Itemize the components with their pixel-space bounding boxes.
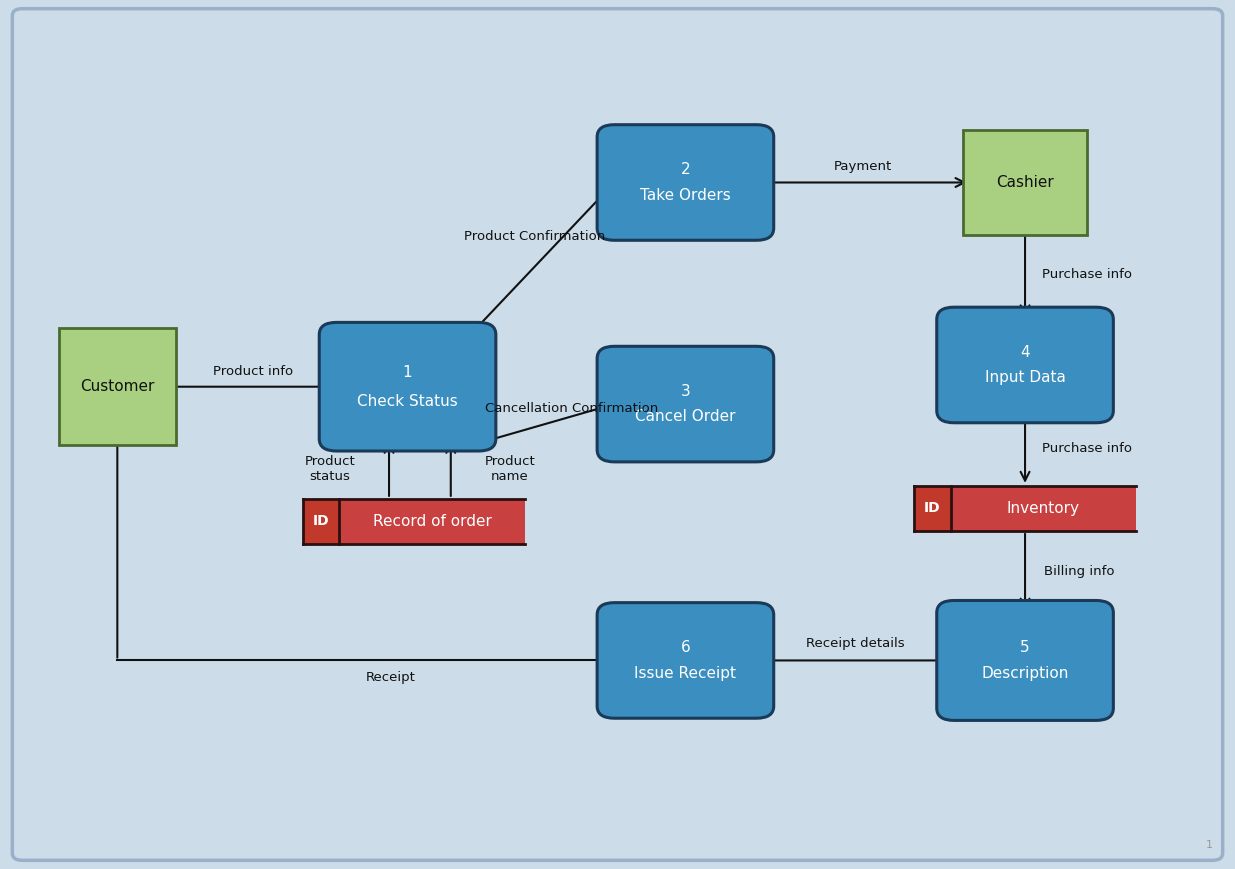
- Text: Cashier: Cashier: [997, 175, 1053, 190]
- Text: Inventory: Inventory: [1007, 501, 1079, 516]
- Text: Receipt: Receipt: [366, 672, 415, 684]
- Text: 5: 5: [1020, 640, 1030, 654]
- FancyBboxPatch shape: [598, 124, 773, 240]
- Text: Input Data: Input Data: [984, 370, 1066, 385]
- Text: Purchase info: Purchase info: [1042, 269, 1131, 282]
- FancyBboxPatch shape: [598, 603, 773, 718]
- Text: Cancel Order: Cancel Order: [635, 409, 736, 424]
- Text: 4: 4: [1020, 345, 1030, 360]
- Text: Product Confirmation: Product Confirmation: [463, 230, 605, 243]
- Text: Cancellation Confirmation: Cancellation Confirmation: [484, 402, 658, 415]
- Text: 1: 1: [403, 365, 412, 380]
- Text: Product
status: Product status: [304, 454, 356, 483]
- Text: Receipt details: Receipt details: [806, 637, 904, 649]
- FancyBboxPatch shape: [12, 9, 1223, 860]
- Bar: [914, 486, 951, 531]
- Text: 2: 2: [680, 163, 690, 177]
- Text: Issue Receipt: Issue Receipt: [635, 666, 736, 680]
- FancyBboxPatch shape: [963, 130, 1087, 235]
- Text: 3: 3: [680, 384, 690, 399]
- Bar: [914, 486, 1136, 531]
- Text: 1: 1: [1205, 839, 1213, 850]
- FancyBboxPatch shape: [936, 600, 1114, 720]
- Bar: [303, 499, 525, 544]
- FancyBboxPatch shape: [936, 308, 1114, 423]
- Text: ID: ID: [924, 501, 941, 515]
- Text: ID: ID: [312, 514, 330, 528]
- Text: Check Status: Check Status: [357, 394, 458, 408]
- Text: Payment: Payment: [834, 161, 892, 173]
- FancyBboxPatch shape: [598, 346, 773, 462]
- Text: Product
name: Product name: [484, 454, 536, 483]
- FancyBboxPatch shape: [59, 328, 177, 445]
- Bar: [303, 499, 340, 544]
- Text: Customer: Customer: [80, 379, 154, 395]
- Text: 6: 6: [680, 640, 690, 655]
- Text: Take Orders: Take Orders: [640, 188, 731, 202]
- FancyBboxPatch shape: [319, 322, 496, 451]
- Text: Purchase info: Purchase info: [1042, 441, 1131, 454]
- Text: Billing info: Billing info: [1044, 566, 1115, 578]
- Text: Record of order: Record of order: [373, 514, 492, 529]
- Text: Product info: Product info: [214, 365, 293, 377]
- Text: Description: Description: [982, 667, 1068, 681]
